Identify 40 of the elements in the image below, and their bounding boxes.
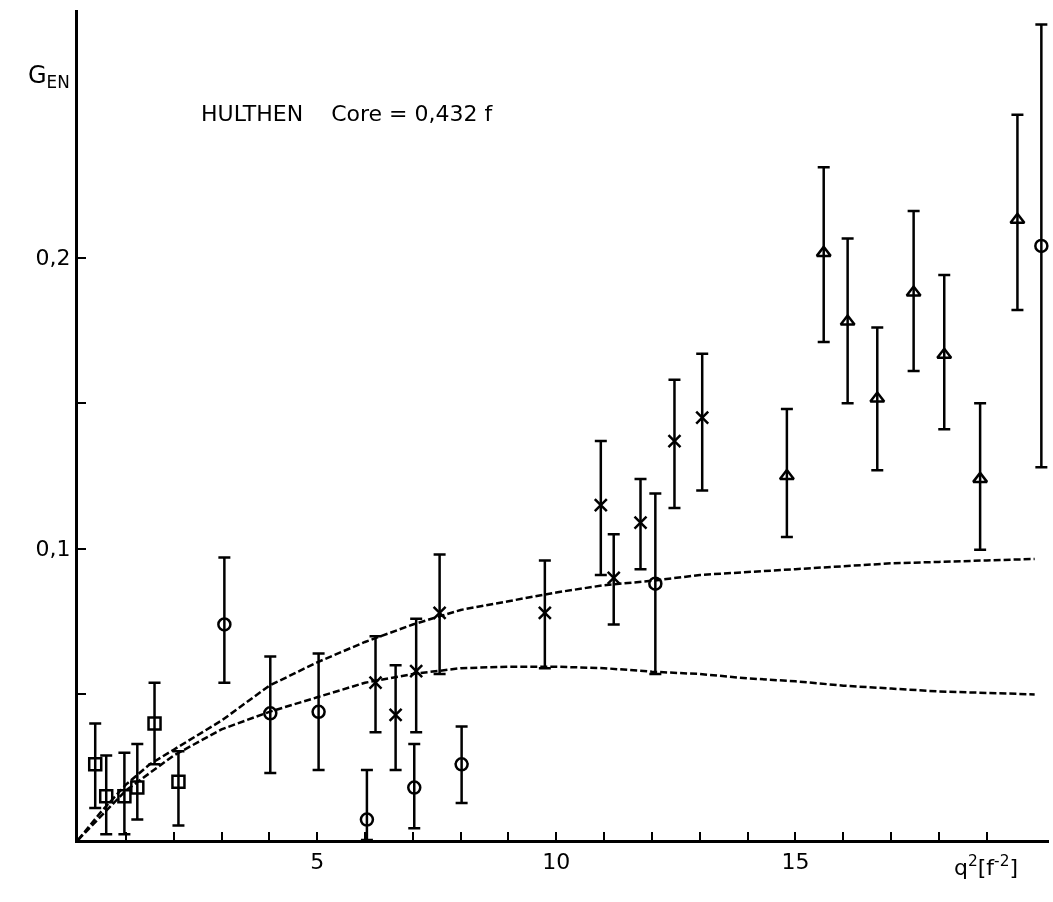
point [98,789,114,804]
point [87,757,103,772]
point [147,716,162,731]
y-tick-label: 0,2 [35,245,71,271]
y-tick-label: 0,1 [35,536,71,562]
point [971,471,989,484]
x-axis-title: q$^{2}$[f$^{-2}$] [954,852,1019,881]
point [359,812,375,827]
point [217,617,232,632]
x-tick-label: 15 [781,849,810,875]
point [778,468,796,481]
point [432,605,447,621]
point [311,704,326,720]
point [606,570,621,586]
point [171,774,186,789]
y-axis-title: G$_{EN}$ [28,61,70,93]
point [454,757,469,772]
point [815,245,832,258]
point [936,347,953,360]
point [593,497,609,513]
point [388,707,403,723]
point [839,314,856,326]
x-tick-label: 10 [542,849,571,875]
point [905,285,922,297]
point [407,780,422,795]
point [648,576,663,591]
point [408,663,424,679]
point [263,706,278,721]
point [694,410,710,425]
point [130,780,145,795]
point [667,433,682,449]
point [633,515,648,530]
point [117,789,132,804]
annotation: HULTHEN Core = 0,432 f [201,101,494,126]
x-tick-label: 5 [310,849,325,875]
point [368,675,383,690]
point [1009,212,1026,224]
point [869,391,886,403]
point [537,605,553,621]
point [1034,238,1049,254]
